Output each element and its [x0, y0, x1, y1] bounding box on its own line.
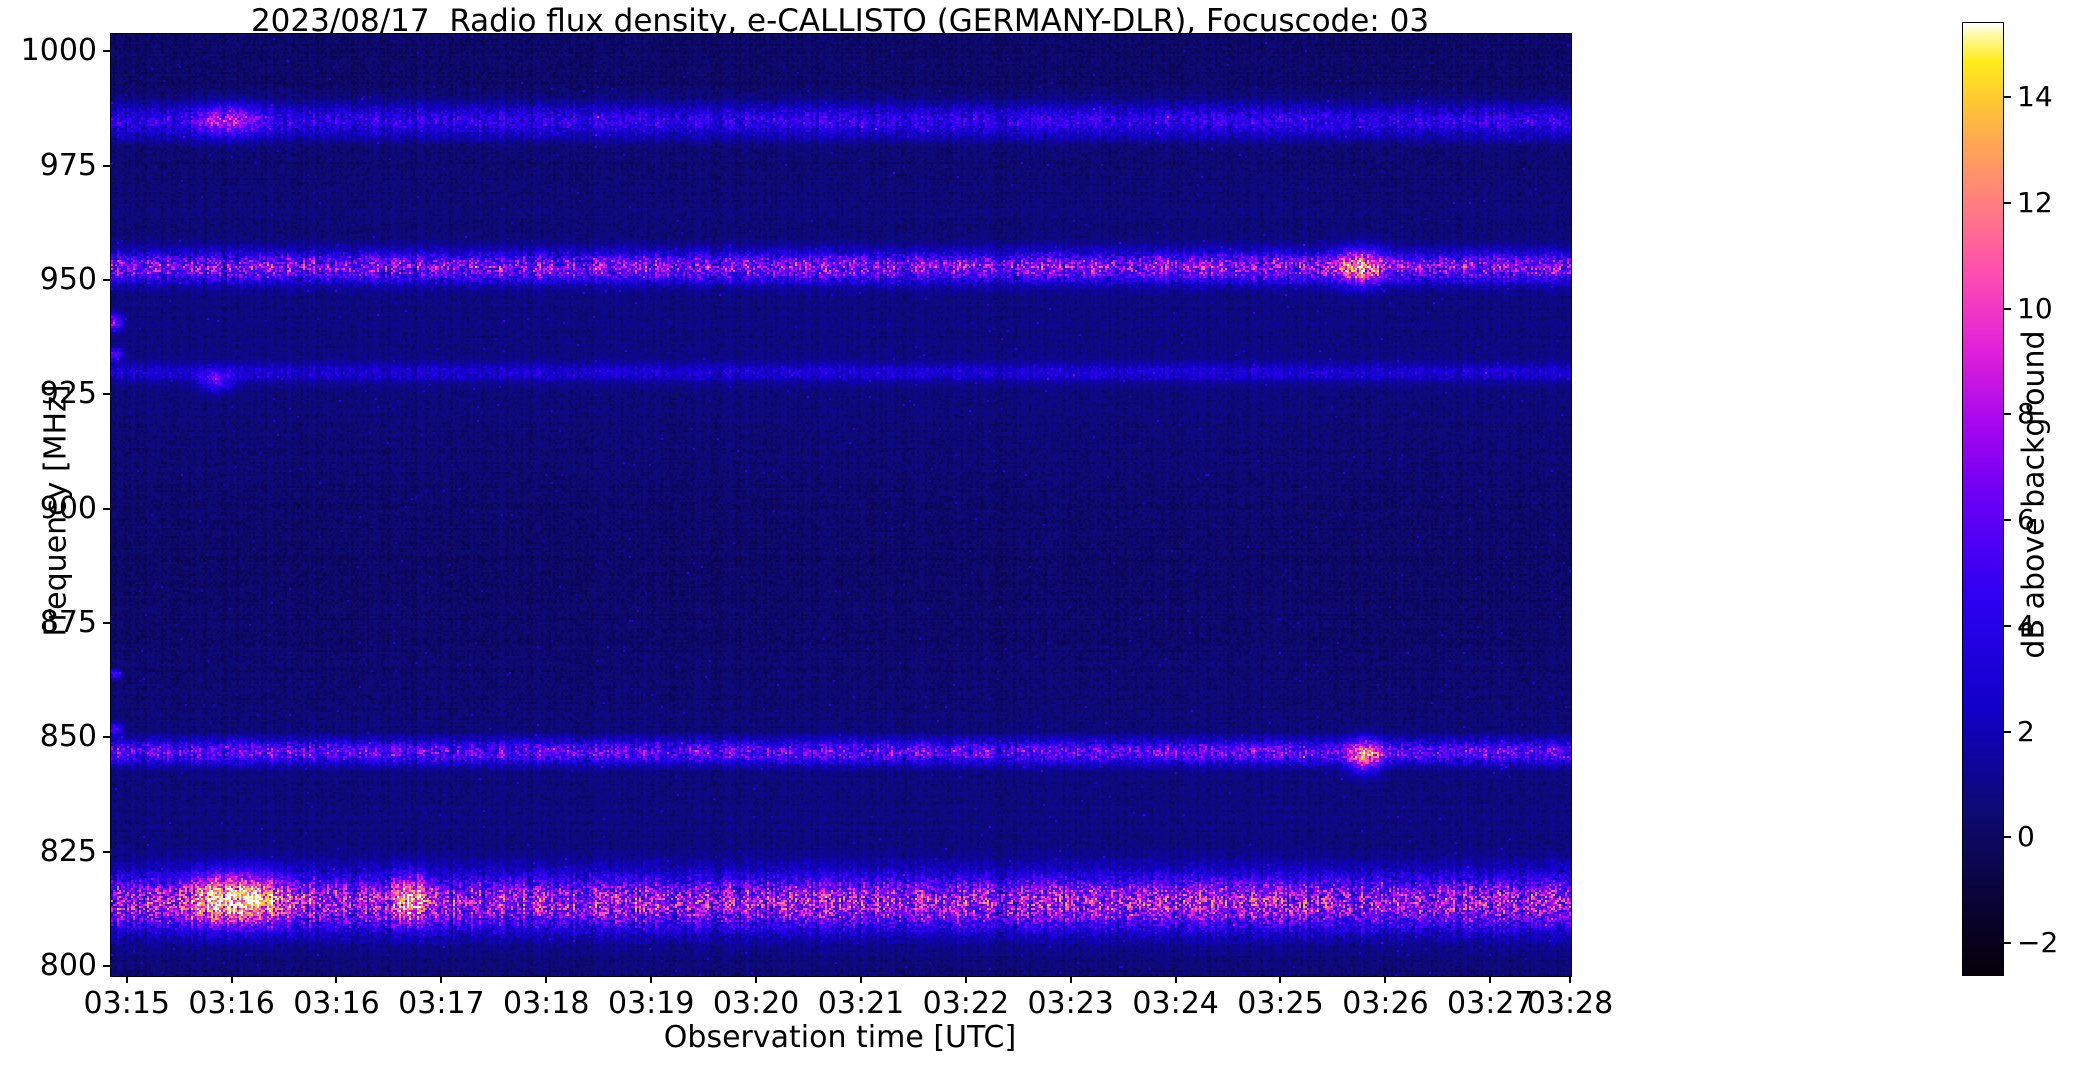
x-tick-mark	[125, 976, 128, 983]
x-tick-mark	[1569, 976, 1571, 983]
colorbar-tick-label: −2	[2017, 926, 2059, 960]
y-tick-mark	[103, 164, 110, 167]
x-tick-mark	[1279, 976, 1282, 983]
y-tick-mark	[103, 50, 110, 53]
x-tick-mark	[230, 976, 233, 983]
colorbar-tick-label: 8	[2017, 397, 2035, 431]
y-tick-label: 875	[39, 604, 97, 640]
x-tick-label: 03:15	[83, 986, 171, 1021]
x-tick-mark	[545, 976, 548, 983]
x-tick-mark	[440, 976, 443, 983]
x-tick-label: 03:16	[293, 986, 380, 1021]
spectrogram-image	[111, 34, 1571, 976]
x-tick-label: 03:24	[1132, 986, 1219, 1021]
colorbar	[1962, 22, 2004, 976]
y-tick-mark	[103, 507, 110, 510]
y-tick-label: 925	[39, 376, 97, 412]
colorbar-tick-label: 6	[2017, 503, 2035, 537]
x-tick-mark	[1069, 976, 1072, 983]
colorbar-tick-mark	[2004, 307, 2011, 310]
colorbar-tick-label: 2	[2017, 714, 2035, 748]
figure-title: 2023/08/17 Radio flux density, e-CALLIST…	[250, 3, 1430, 39]
colorbar-gradient	[1963, 23, 2003, 975]
x-tick-label: 03:28	[1526, 986, 1614, 1021]
colorbar-label: dB above background	[2016, 330, 2052, 659]
colorbar-tick-mark	[2004, 413, 2011, 416]
x-axis: 03:15 03:16 03:16 03:17 03:18 03:19 03:20 03:21…	[84, 976, 1613, 1066]
x-tick-label: 03:17	[398, 986, 485, 1021]
y-tick-label: 800	[39, 947, 97, 983]
x-tick-mark	[650, 976, 653, 983]
y-tick-mark	[103, 621, 110, 624]
y-tick-label: 850	[39, 719, 97, 755]
y-tick-mark	[103, 850, 110, 853]
colorbar-tick-label: 10	[2017, 291, 2053, 325]
x-tick-label: 03:27	[1447, 986, 1534, 1021]
colorbar-tick-mark	[2004, 201, 2011, 204]
y-tick-label: 950	[39, 261, 97, 297]
x-tick-label: 03:21	[817, 986, 905, 1021]
x-tick-label: 03:19	[607, 986, 695, 1021]
colorbar-tick-label: 0	[2017, 820, 2035, 854]
x-tick-mark	[860, 976, 863, 983]
y-axis: 1000 975 950 925 900 875 850 825 800 Frequency […	[0, 33, 110, 983]
y-tick-mark	[103, 964, 110, 967]
x-tick-label: 03:25	[1237, 986, 1324, 1021]
colorbar-tick-label: 12	[2017, 185, 2053, 219]
y-tick-mark	[103, 393, 110, 396]
colorbar-tick-mark	[2004, 624, 2011, 627]
x-tick-label: 03:16	[188, 986, 275, 1021]
colorbar-tick-mark	[2004, 942, 2011, 945]
x-tick-label: 03:18	[503, 986, 590, 1021]
x-tick-label: 03:26	[1342, 986, 1429, 1021]
x-axis-label: Observation time [UTC]	[663, 1020, 1017, 1055]
y-tick-label: 1000	[20, 33, 97, 69]
y-tick-mark	[103, 278, 110, 281]
x-tick-mark	[1489, 976, 1492, 983]
spectrogram-plot-area	[110, 33, 1572, 977]
x-tick-mark	[1174, 976, 1177, 983]
colorbar-group: 14 12 10 8 6 4 2 0 −2 dB above background	[1962, 22, 2082, 976]
x-tick-label: 03:20	[712, 986, 800, 1021]
x-tick-mark	[755, 976, 758, 983]
y-tick-label: 900	[39, 490, 97, 526]
y-tick-label: 975	[39, 147, 97, 183]
x-tick-mark	[1384, 976, 1387, 983]
x-tick-mark	[964, 976, 967, 983]
x-tick-label: 03:22	[922, 986, 1010, 1021]
y-axis-label: Frequency [MHz]	[38, 384, 74, 637]
y-tick-mark	[103, 736, 110, 739]
x-tick-mark	[335, 976, 338, 983]
y-tick-label: 825	[39, 833, 97, 869]
colorbar-tick-mark	[2004, 836, 2011, 839]
colorbar-tick-label: 4	[2017, 608, 2035, 642]
colorbar-tick-label: 14	[2017, 80, 2053, 114]
colorbar-tick-mark	[2004, 519, 2011, 522]
x-tick-label: 03:23	[1027, 986, 1114, 1021]
colorbar-tick-mark	[2004, 96, 2011, 99]
colorbar-tick-mark	[2004, 730, 2011, 733]
